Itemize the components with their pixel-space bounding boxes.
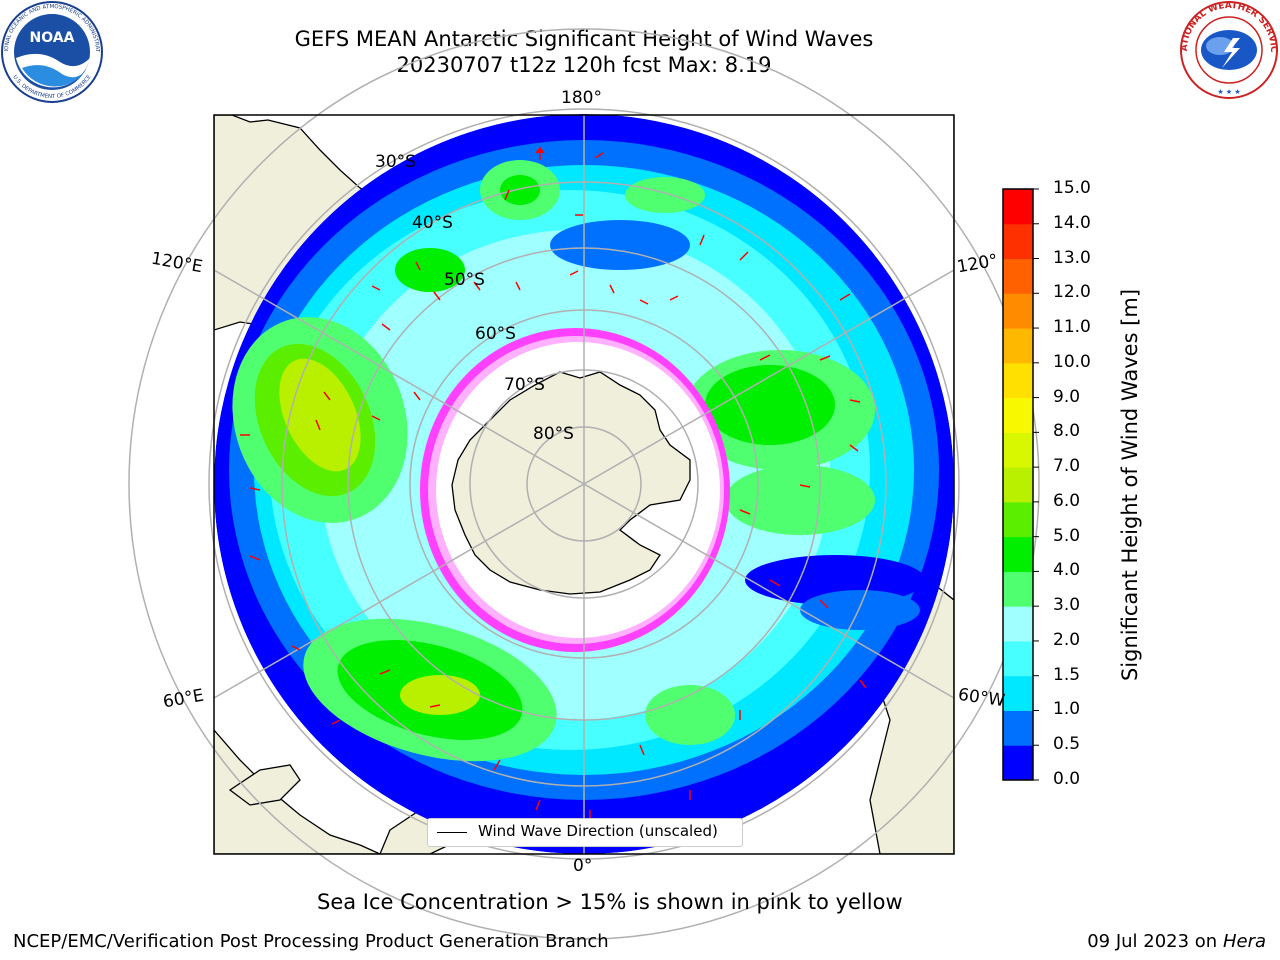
madagascar-land — [228, 764, 301, 806]
colorbar-tick-label: 9.0 — [1053, 386, 1081, 407]
colorbar-tick-label: 5.0 — [1053, 525, 1081, 546]
colorbar-segment — [1003, 606, 1033, 642]
lat-label-30s: 30°S — [375, 152, 416, 172]
colorbar-segment — [1003, 467, 1033, 503]
colorbar-segment — [1003, 571, 1033, 607]
colorbar-tick-label: 1.0 — [1053, 699, 1081, 720]
colorbar-segment — [1003, 710, 1033, 746]
noaa-logo: NOAA NATIONAL OCEANIC AND ATMOSPHERIC AD… — [0, 0, 103, 103]
lat-label-60s: 60°S — [475, 324, 516, 344]
colorbar-segment — [1003, 258, 1033, 294]
colorbar-segment — [1003, 328, 1033, 364]
footer-date: 09 Jul 2023 on Hera — [1087, 931, 1266, 952]
colorbar-frame — [1002, 188, 1034, 781]
colorbar-tick-label: 13.0 — [1053, 247, 1091, 268]
colorbar-tick-label: 7.0 — [1053, 456, 1081, 477]
lon-label-180: 180° — [561, 88, 602, 108]
colorbar-segment — [1003, 293, 1033, 329]
lon-label-0: 0° — [573, 856, 593, 876]
colorbar-tick-label: 3.0 — [1053, 595, 1081, 616]
wind-wave-arrows — [240, 146, 867, 820]
colorbar-segment — [1003, 675, 1033, 711]
colorbar-segment — [1003, 536, 1033, 572]
colorbar-segment — [1003, 432, 1033, 468]
chart-title: GEFS MEAN Antarctic Significant Height o… — [294, 27, 874, 51]
nws-logo: NATIONAL WEATHER SERVICE ★ ★ ★ — [1178, 0, 1278, 99]
colorbar-tick-label: 0.5 — [1053, 734, 1081, 755]
colorbar-tick-label: 12.0 — [1053, 282, 1091, 303]
legend-line-sample — [437, 832, 467, 833]
colorbar-tick-label: 6.0 — [1053, 490, 1081, 511]
colorbar-tick-label: 2.0 — [1053, 629, 1081, 650]
colorbar-tick-label: 4.0 — [1053, 560, 1081, 581]
colorbar-tick-label: 8.0 — [1053, 421, 1081, 442]
colorbar-tick-label: 11.0 — [1053, 317, 1091, 338]
colorbar-segment — [1003, 640, 1033, 677]
africa-land — [214, 729, 381, 854]
colorbar-tick-label: 14.0 — [1053, 212, 1091, 233]
colorbar-title: Significant Height of Wind Waves [m] — [1118, 288, 1142, 682]
colorbar-segment — [1003, 397, 1033, 433]
colorbar-tick-label: 15.0 — [1053, 178, 1091, 198]
svg-text:★ ★ ★: ★ ★ ★ — [1217, 88, 1240, 96]
lat-label-70s: 70°S — [504, 375, 545, 395]
chart-subtitle: 20230707 t12z 120h fcst Max: 8.19 — [396, 53, 772, 77]
map-frame — [213, 114, 955, 855]
lat-label-80s: 80°S — [533, 424, 574, 444]
noaa-logo-text: NOAA — [30, 30, 75, 46]
antarctica-land — [451, 371, 691, 595]
colorbar-segment — [1003, 189, 1033, 225]
colorbar-segment — [1003, 745, 1033, 781]
lat-label-50s: 50°S — [444, 270, 485, 290]
legend-label: Wind Wave Direction (unscaled) — [478, 822, 718, 840]
colorbar-tick-label: 1.5 — [1053, 664, 1081, 685]
map-legend: Wind Wave Direction (unscaled) — [427, 818, 743, 847]
colorbar-segment — [1003, 362, 1033, 399]
colorbar — [1002, 188, 1039, 781]
lat-label-40s: 40°S — [412, 213, 453, 233]
colorbar-tick-label: 0.0 — [1053, 769, 1081, 789]
colorbar-segment — [1003, 223, 1033, 260]
colorbar-segment — [1003, 501, 1033, 538]
graticule — [128, 28, 1040, 940]
colorbar-tick-label: 10.0 — [1053, 351, 1091, 372]
footer-credit: NCEP/EMC/Verification Post Processing Pr… — [13, 931, 609, 952]
